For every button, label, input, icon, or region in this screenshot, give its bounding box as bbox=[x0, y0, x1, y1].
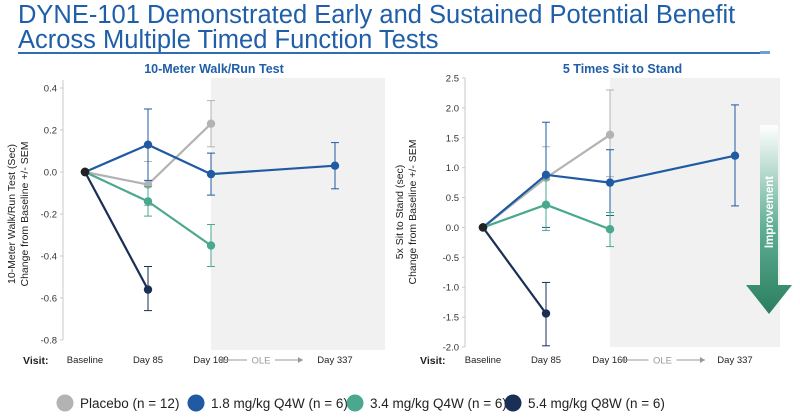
legend-marker bbox=[346, 394, 364, 412]
data-point bbox=[143, 285, 153, 294]
legend-label: 5.4 mg/kg Q8W (n = 6) bbox=[528, 396, 665, 411]
y-tick-label: -0.4 bbox=[41, 252, 57, 263]
data-point bbox=[541, 200, 551, 209]
data-point bbox=[605, 225, 615, 234]
visit-label-right: Visit: bbox=[420, 355, 445, 367]
y-tick-label: -0.5 bbox=[443, 253, 459, 264]
data-point bbox=[541, 170, 551, 180]
legend-item-q4w_18: 1.8 mg/kg Q4W (n = 6) bbox=[187, 394, 348, 412]
ole-label: OLE bbox=[251, 356, 270, 367]
chart-panel-1: 0.4 0.2 0.0 -0.2 -0.4 -0.6 -0.8 10-Meter Walk/R… bbox=[6, 62, 385, 367]
x-tick-label: Day 337 bbox=[317, 355, 352, 366]
y-tick-label: -2.0 bbox=[443, 343, 459, 354]
series-line bbox=[482, 226, 547, 315]
legend-marker bbox=[504, 394, 522, 412]
data-point bbox=[478, 223, 488, 232]
ole-label: OLE bbox=[653, 356, 672, 367]
series-q4w_34 bbox=[80, 167, 216, 267]
ole-shaded-region bbox=[610, 78, 780, 347]
visit-label-left: Visit: bbox=[23, 355, 48, 367]
slide-title: DYNE-101 Demonstrated Early and Sustaine… bbox=[18, 1, 778, 54]
data-point bbox=[143, 197, 153, 206]
ole-arrowhead-left bbox=[219, 357, 224, 363]
x-tick-label: Day 85 bbox=[133, 355, 163, 366]
y-tick-label: 1.5 bbox=[446, 133, 459, 144]
improvement-arrow bbox=[746, 125, 792, 314]
series-line bbox=[482, 154, 736, 229]
data-point bbox=[541, 309, 551, 318]
series-q8w_54 bbox=[478, 223, 551, 347]
data-point bbox=[330, 161, 340, 170]
x-tick-label: Day 169 bbox=[193, 355, 228, 366]
y-tick-label: -1.0 bbox=[443, 283, 459, 294]
y-tick-label: 2.0 bbox=[446, 103, 459, 114]
data-point bbox=[80, 167, 90, 177]
series-line bbox=[84, 143, 336, 176]
data-point bbox=[605, 130, 615, 139]
y-tick-label: 0.5 bbox=[446, 193, 459, 204]
ole-shaded-region bbox=[211, 78, 385, 350]
chart-title: 10-Meter Walk/Run Test bbox=[144, 62, 284, 76]
chart-panel-2: 2.5 2.0 1.5 1.0 0.5 0.0 -0.5 -1.0 -1.5 -2.0 5 Time… bbox=[394, 62, 780, 367]
chart-title: 5 Times Sit to Stand bbox=[563, 62, 682, 76]
y-tick-label: -0.8 bbox=[41, 336, 57, 347]
y-tick-label: 1.0 bbox=[446, 163, 459, 174]
y-tick-label: 0.4 bbox=[44, 84, 57, 95]
x-tick-label: Day 169 bbox=[592, 355, 627, 366]
x-tick-label: Day 337 bbox=[717, 355, 752, 366]
series-q8w_54 bbox=[80, 167, 153, 312]
y-tick-label: 0.0 bbox=[446, 223, 459, 234]
y-tick-label: 2.5 bbox=[446, 74, 459, 85]
series-line bbox=[84, 171, 149, 291]
legend-label: 1.8 mg/kg Q4W (n = 6) bbox=[211, 396, 348, 411]
slide-title-line-1: DYNE-101 Demonstrated Early and Sustaine… bbox=[18, 1, 736, 29]
title-divider bbox=[18, 51, 770, 54]
y-tick-label: -0.2 bbox=[41, 210, 57, 221]
y-tick-label: -1.5 bbox=[443, 313, 459, 324]
data-point bbox=[605, 178, 615, 187]
data-point bbox=[143, 140, 153, 149]
ole-arrowhead-right bbox=[700, 357, 705, 363]
data-point bbox=[730, 151, 740, 160]
legend-item-q4w_34: 3.4 mg/kg Q4W (n = 6) bbox=[346, 394, 507, 412]
y-tick-label: -0.6 bbox=[41, 294, 57, 305]
data-point bbox=[206, 119, 216, 128]
legend-label: Placebo (n = 12) bbox=[80, 396, 179, 411]
x-tick-label: Baseline bbox=[465, 355, 501, 366]
y-tick-label: 0.2 bbox=[44, 126, 57, 137]
legend-label: 3.4 mg/kg Q4W (n = 6) bbox=[370, 396, 507, 411]
y-axis-label-line-1: 10-Meter Walk/Run Test (Sec) bbox=[6, 144, 18, 284]
x-tick-label: Baseline bbox=[67, 355, 103, 366]
data-point bbox=[206, 241, 216, 250]
ole-arrowhead-right bbox=[298, 357, 303, 363]
slide-title-line-2: Across Multiple Timed Function Tests bbox=[18, 26, 439, 54]
legend-item-placebo: Placebo (n = 12) bbox=[56, 394, 179, 412]
y-tick-label: 0.0 bbox=[44, 168, 57, 179]
legend-item-q8w_54: 5.4 mg/kg Q8W (n = 6) bbox=[504, 394, 665, 412]
legend-marker bbox=[187, 394, 205, 412]
x-tick-label: Day 85 bbox=[531, 355, 561, 366]
ole-arrowhead-left bbox=[620, 357, 625, 363]
legend: Placebo (n = 12) 1.8 mg/kg Q4W (n = 6) 3.4… bbox=[56, 394, 665, 412]
data-point bbox=[206, 169, 216, 179]
y-axis-label-line-2: Change from Baseline +/- SEM bbox=[19, 141, 31, 286]
y-axis-label-line-1: 5x Sit to Stand (sec) bbox=[394, 165, 406, 260]
legend-marker bbox=[56, 394, 74, 412]
y-axis-label-line-2: Change from Baseline +/- SEM bbox=[407, 139, 419, 284]
improvement-label: Improvement bbox=[764, 176, 776, 248]
